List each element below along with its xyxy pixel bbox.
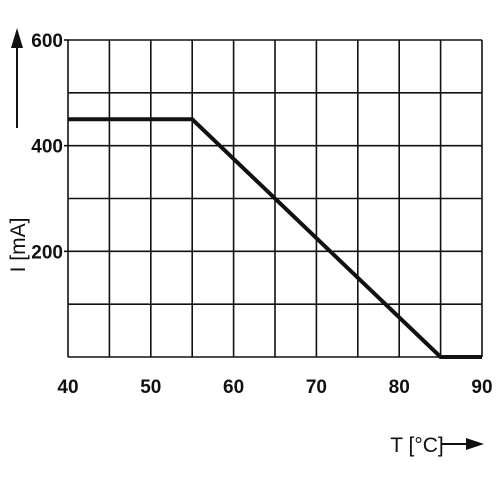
- x-tick-label: 40: [57, 377, 78, 398]
- y-tick-label: 600: [31, 31, 63, 52]
- y-tick-label: 400: [31, 137, 63, 158]
- y-axis-arrow: [11, 28, 23, 128]
- x-tick-label: 70: [306, 377, 327, 398]
- x-tick-label: 90: [471, 377, 492, 398]
- y-axis-arrow-head: [11, 28, 23, 48]
- y-tick-label: 200: [31, 242, 63, 263]
- x-tick-label: 50: [140, 377, 161, 398]
- x-tick-label: 60: [223, 377, 244, 398]
- x-axis-arrow: [441, 438, 484, 450]
- x-axis-title: T [°C]: [390, 434, 444, 457]
- series-line: [68, 117, 482, 359]
- x-axis-arrow-head: [466, 438, 484, 450]
- x-tick-label: 80: [389, 377, 410, 398]
- y-axis-title: I [mA]: [7, 218, 30, 273]
- x-tick-labels: 40 50 60 70 80 90: [57, 377, 492, 398]
- y-tick-labels: 200 400 600: [31, 31, 68, 263]
- series-group: [68, 117, 482, 359]
